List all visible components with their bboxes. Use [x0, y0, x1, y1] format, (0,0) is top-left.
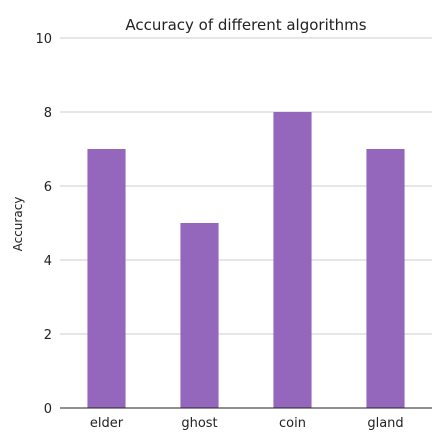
y-tick-label: 10	[35, 32, 52, 47]
y-axis-label: Accuracy	[11, 197, 25, 252]
y-tick-label: 0	[44, 402, 52, 417]
x-tick-label: ghost	[181, 416, 217, 431]
bar-elder	[87, 149, 126, 408]
bar-coin	[273, 112, 312, 408]
bar-gland	[366, 149, 405, 408]
x-tick-label: elder	[90, 416, 124, 431]
bar-ghost	[180, 223, 219, 408]
bars	[87, 112, 405, 408]
x-tick-label: gland	[367, 416, 403, 431]
y-tick-label: 6	[44, 180, 52, 195]
y-tick-label: 2	[44, 328, 52, 343]
x-tick-label: coin	[279, 416, 306, 431]
y-tick-label: 4	[44, 254, 52, 269]
y-tick-label: 8	[44, 106, 52, 121]
y-tick-labels: 0 2 4 6 8 10	[35, 32, 52, 417]
chart-title: Accuracy of different algorithms	[125, 16, 366, 34]
x-tick-labels: elder ghost coin gland	[90, 416, 404, 431]
